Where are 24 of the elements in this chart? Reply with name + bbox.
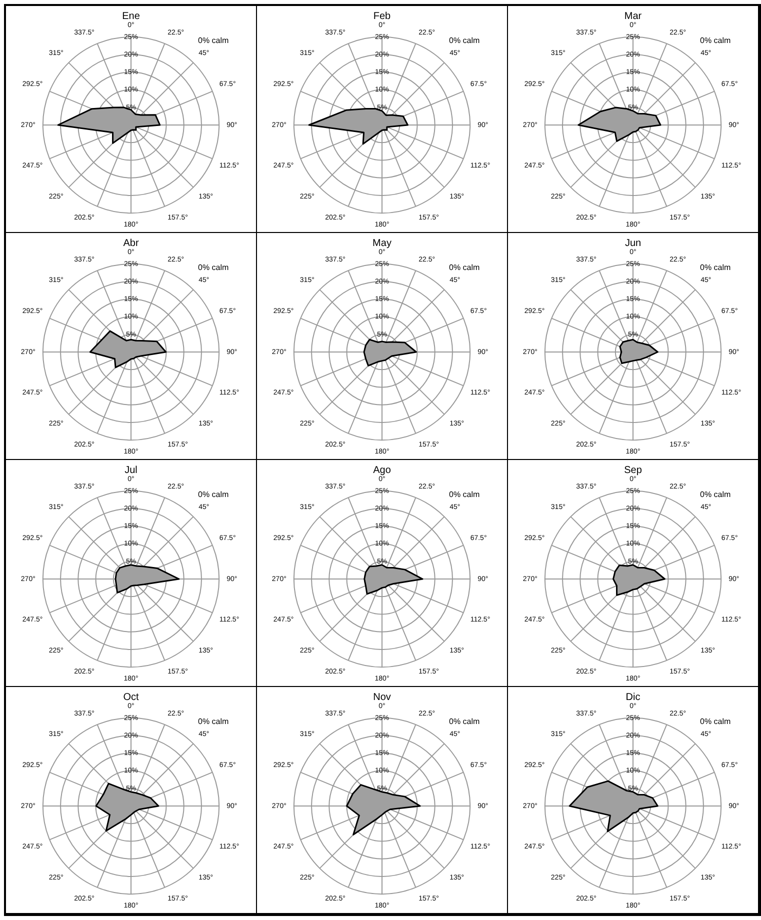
text: 0% calm <box>449 717 480 726</box>
text: 0% calm <box>198 36 229 45</box>
chart-title: Abr <box>123 238 140 249</box>
chart-title: Feb <box>373 10 392 22</box>
chart-title: Oct <box>123 692 139 703</box>
text: 0% calm <box>198 490 229 499</box>
chart-title: Dic <box>626 692 640 703</box>
text: 0% calm <box>198 717 229 726</box>
text: 0% calm <box>700 36 731 45</box>
chart-title: Nov <box>373 692 391 703</box>
text: 0% calm <box>700 263 731 272</box>
text: 0% calm <box>449 263 480 272</box>
text: 0% calm <box>700 717 731 726</box>
text: 0% calm <box>700 490 731 499</box>
chart-title: Ago <box>373 464 392 476</box>
text: 0% calm <box>449 490 480 499</box>
chart-title: Mar <box>624 10 642 22</box>
chart-title: Sep <box>624 464 642 476</box>
chart-title: Jun <box>624 238 642 249</box>
text: 0% calm <box>449 36 480 45</box>
chart-title: May <box>372 238 392 249</box>
chart-title: Ene <box>122 10 140 22</box>
chart-title: Jul <box>124 464 138 476</box>
text: 0% calm <box>198 263 229 272</box>
